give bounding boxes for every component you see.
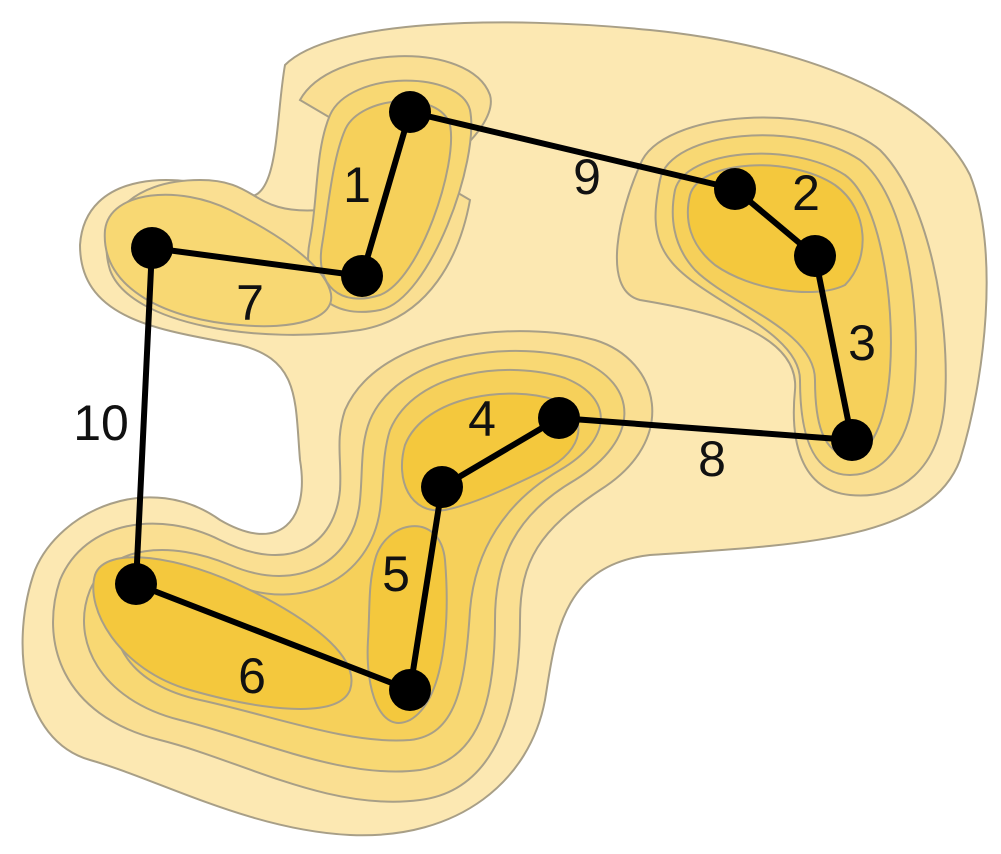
edge-3 — [812, 253, 855, 443]
edge-label-10: 10 — [73, 395, 129, 451]
edge-1 — [359, 109, 413, 279]
node-bottom-center — [389, 669, 431, 711]
edge-label-1: 1 — [343, 157, 371, 213]
edge-10 — [133, 245, 155, 587]
edge-label-7: 7 — [236, 275, 264, 331]
edge-label-4: 4 — [468, 391, 496, 447]
edge-label-5: 5 — [382, 546, 410, 602]
edge-6 — [133, 581, 413, 693]
edge-label-8: 8 — [698, 431, 726, 487]
node-right-upper — [794, 235, 836, 277]
edge-9 — [407, 109, 738, 192]
edge-label-6: 6 — [238, 648, 266, 704]
edge-label-2: 2 — [792, 165, 820, 221]
edge-8 — [556, 415, 855, 443]
node-top-right — [714, 168, 756, 210]
node-top — [389, 91, 431, 133]
node-mid-left-small — [341, 255, 383, 297]
edge-5 — [407, 484, 445, 693]
node-left — [131, 227, 173, 269]
node-right-lower — [831, 419, 873, 461]
edge-label-3: 3 — [848, 315, 876, 371]
density-layer-3-left — [103, 193, 333, 328]
edge-label-9: 9 — [573, 149, 601, 205]
edge-4 — [439, 415, 562, 490]
node-center — [538, 397, 580, 439]
node-bottom-left — [115, 563, 157, 605]
edge-7 — [149, 245, 365, 279]
node-center-lower — [421, 466, 463, 508]
